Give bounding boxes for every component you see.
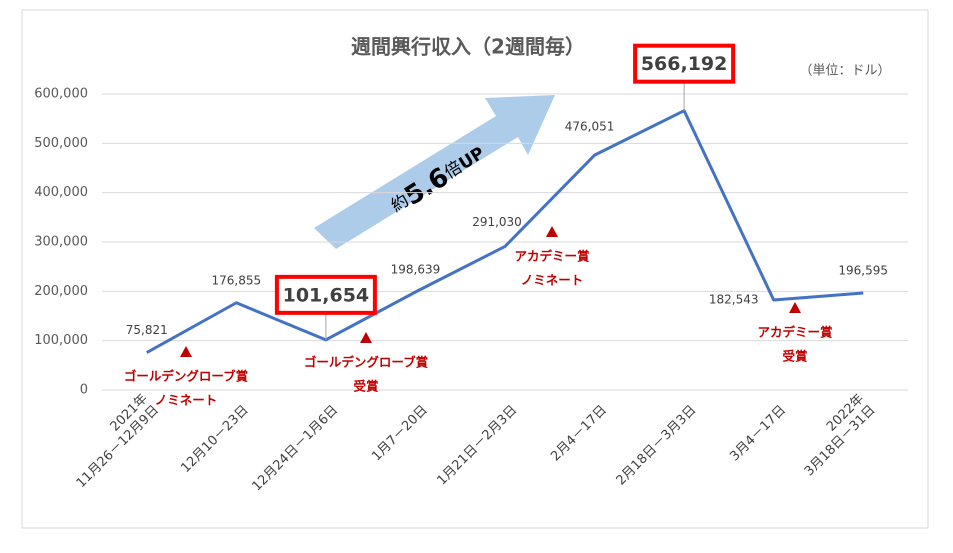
chart-frame (21, 9, 929, 529)
data-label: 101,654 (283, 284, 370, 306)
annotation: ノミネート (521, 273, 584, 288)
data-label: 176,855 (212, 273, 262, 287)
highlight-box (633, 43, 736, 84)
annotation-marker (180, 346, 192, 357)
highlight-box (274, 274, 377, 315)
y-tick-label: 600,000 (34, 87, 88, 102)
annotation: ノミネート (155, 393, 218, 408)
data-label: 75,821 (126, 323, 168, 337)
annotation: アカデミー賞 (757, 325, 833, 340)
y-tick-label: 0 (80, 383, 88, 398)
data-line (146, 109, 864, 354)
annotation: ゴールデングローブ賞 (124, 369, 249, 384)
data-label: 196,595 (838, 264, 888, 278)
y-tick-label: 200,000 (34, 284, 88, 299)
data-label: 182,543 (709, 292, 759, 306)
data-label: 476,051 (565, 120, 615, 134)
annotation: アカデミー賞 (514, 249, 590, 264)
data-label: 566,192 (641, 53, 728, 75)
data-label: 291,030 (472, 215, 522, 229)
annotation-marker (546, 226, 558, 237)
data-label: 198,639 (391, 263, 441, 277)
y-tick-label: 100,000 (34, 333, 88, 348)
y-tick-label: 400,000 (34, 185, 88, 200)
y-tick-label: 300,000 (34, 235, 88, 250)
annotation: 受賞 (353, 379, 379, 394)
y-tick-label: 500,000 (34, 136, 88, 151)
unit-label: （単位：ドル） (799, 63, 890, 79)
annotation-marker (360, 332, 372, 343)
annotation: ゴールデングローブ賞 (304, 355, 429, 370)
annotation: 受賞 (782, 349, 808, 364)
growth-arrow (314, 95, 555, 249)
annotation-marker (789, 302, 801, 313)
chart-title: 週間興行収入（2週間毎） (351, 35, 585, 59)
